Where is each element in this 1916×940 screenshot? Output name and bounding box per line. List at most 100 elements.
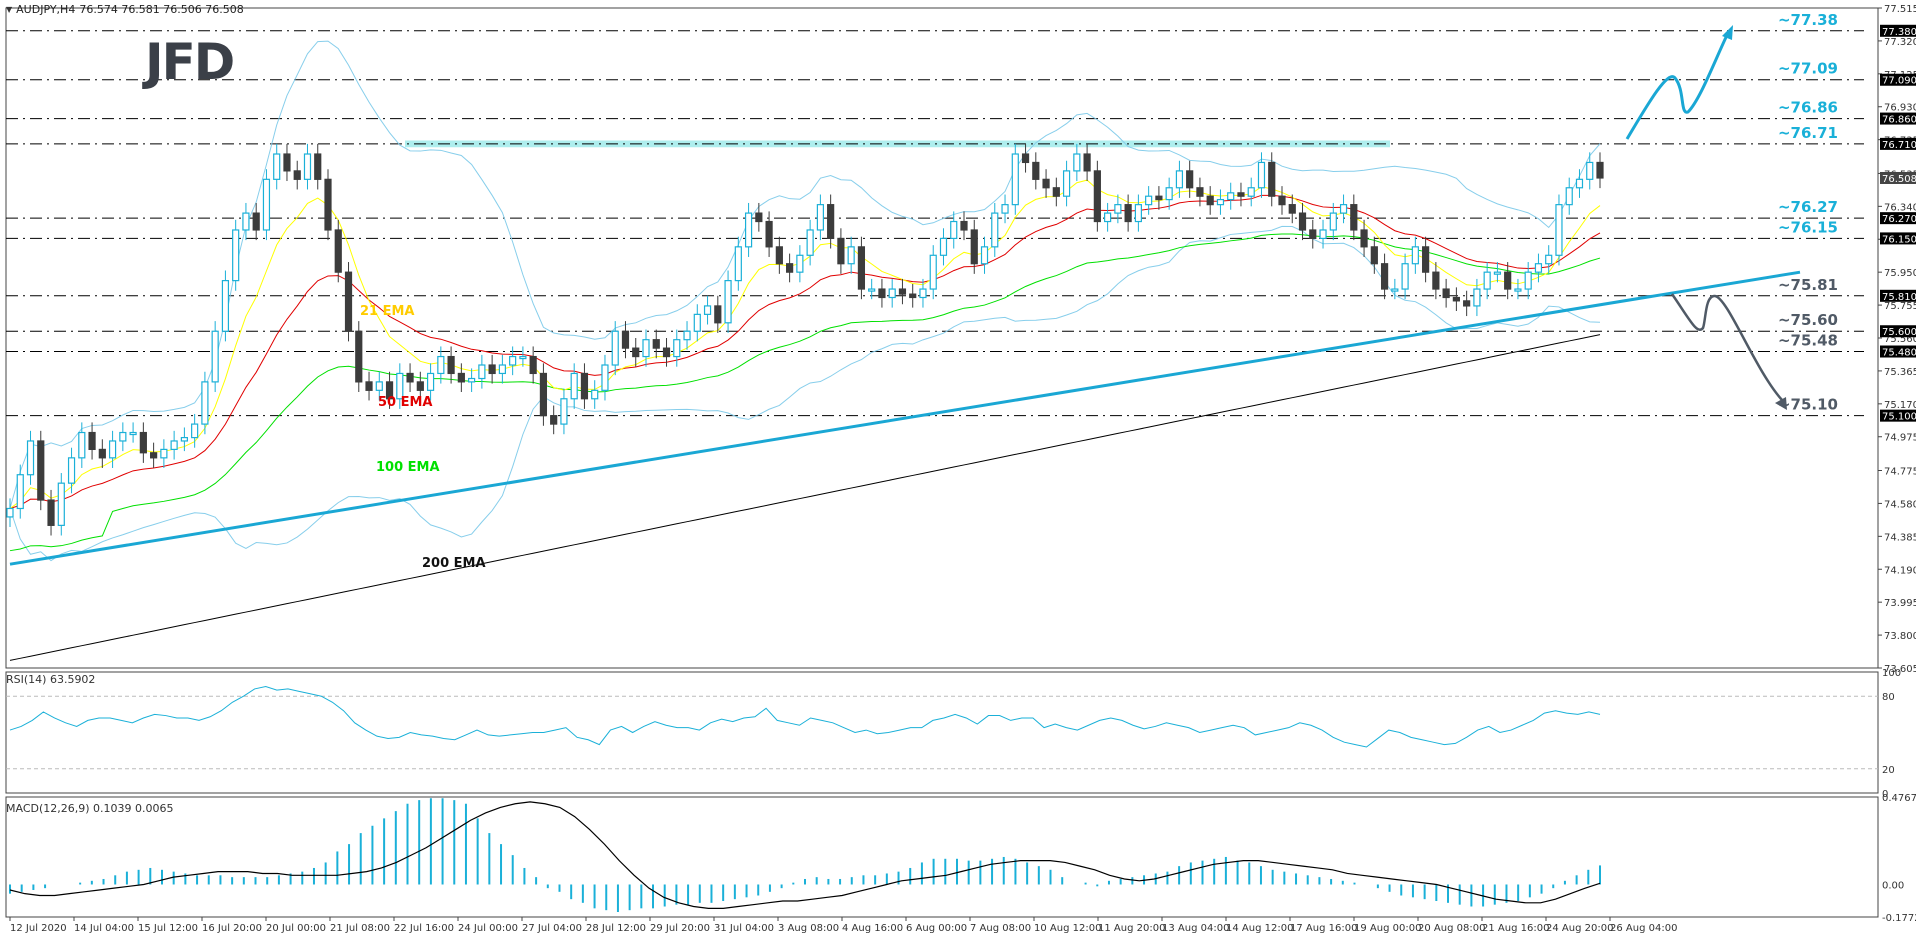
bullish-candle[interactable] [180,427,188,452]
bullish-candle[interactable] [1329,202,1337,241]
bullish-candle[interactable] [673,329,681,367]
bearish-candle[interactable] [355,321,363,393]
bearish-candle[interactable] [775,236,783,274]
bullish-candle[interactable] [816,194,824,241]
bearish-candle[interactable] [878,278,886,308]
bearish-candle[interactable] [344,262,353,342]
bearish-candle[interactable] [662,338,671,367]
bullish-candle[interactable] [1247,177,1255,207]
bearish-candle[interactable] [293,160,301,190]
bullish-candle[interactable] [991,202,999,257]
bearish-candle[interactable] [1504,262,1512,300]
chart-title-bar[interactable]: ▼ AUDJPY,H4 76.574 76.581 76.506 76.508 [6,3,244,16]
bearish-candle[interactable] [88,422,96,460]
bullish-candle[interactable] [57,473,65,536]
bullish-candle[interactable] [888,278,896,308]
bullish-candle[interactable] [1165,177,1173,210]
bullish-candle[interactable] [1216,189,1225,215]
bearish-candle[interactable] [909,283,917,308]
bearish-candle[interactable] [1360,219,1368,257]
bullish-candle[interactable] [273,143,281,190]
bearish-candle[interactable] [1083,143,1091,182]
bearish-candle[interactable] [37,430,45,511]
bullish-candle[interactable] [303,143,312,190]
bullish-candle[interactable] [939,228,948,266]
bullish-candle[interactable] [1411,236,1419,274]
bullish-candle[interactable] [1257,152,1266,198]
bearish-candle[interactable] [457,363,465,393]
bullish-candle[interactable] [498,354,506,384]
bullish-candle[interactable] [1473,278,1481,317]
bearish-candle[interactable] [139,422,147,463]
bearish-candle[interactable] [324,169,332,241]
bearish-candle[interactable] [416,371,424,401]
bearish-candle[interactable] [447,346,455,384]
bullish-candle[interactable] [919,278,927,308]
bearish-candle[interactable] [1309,219,1317,249]
bullish-candle[interactable] [1514,278,1522,300]
bullish-candle[interactable] [1524,262,1532,300]
bullish-candle[interactable] [1391,278,1399,300]
collapse-triangle-icon[interactable]: ▼ [6,5,13,14]
bearish-candle[interactable] [314,143,322,190]
bearish-candle[interactable] [1288,194,1296,224]
bullish-candle[interactable] [683,321,691,350]
bullish-candle[interactable] [591,380,599,409]
bearish-candle[interactable] [529,346,537,384]
bullish-candle[interactable] [1114,194,1122,224]
bearish-candle[interactable] [837,228,845,274]
bullish-candle[interactable] [734,236,742,291]
bearish-candle[interactable] [1237,182,1245,207]
bearish-candle[interactable] [1186,160,1194,198]
bullish-candle[interactable] [1145,186,1153,215]
bearish-candle[interactable] [385,371,394,409]
bullish-candle[interactable] [1175,160,1184,198]
bullish-candle[interactable] [426,363,435,401]
bullish-candle[interactable] [1575,169,1584,198]
bearish-candle[interactable] [1278,186,1286,215]
bearish-candle[interactable] [1298,202,1307,241]
bullish-candle[interactable] [1073,143,1081,182]
bullish-candle[interactable] [560,388,568,435]
bearish-candle[interactable] [1206,186,1214,215]
bullish-candle[interactable] [1565,177,1573,215]
bearish-candle[interactable] [580,363,589,409]
bullish-candle[interactable] [201,371,209,435]
bullish-candle[interactable] [396,363,404,409]
bearish-candle[interactable] [1021,143,1030,173]
bullish-candle[interactable] [980,236,989,274]
bullish-candle[interactable] [1319,219,1327,249]
bearish-candle[interactable] [1052,177,1060,207]
bullish-candle[interactable] [847,236,855,274]
bullish-candle[interactable] [1555,194,1563,266]
bearish-candle[interactable] [1442,278,1450,308]
bullish-candle[interactable] [16,464,24,519]
bullish-candle[interactable] [1011,143,1019,215]
bullish-candle[interactable] [1401,253,1409,300]
bullish-candle[interactable] [375,371,383,401]
bullish-candle[interactable] [211,321,219,393]
bearish-candle[interactable] [1032,152,1040,190]
bullish-candle[interactable] [519,346,527,367]
bearish-candle[interactable] [1268,152,1276,207]
bullish-candle[interactable] [478,354,486,389]
bullish-candle[interactable] [468,368,476,393]
bearish-candle[interactable] [1432,262,1440,300]
bullish-candle[interactable] [67,447,76,494]
bearish-candle[interactable] [786,253,794,283]
bullish-candle[interactable] [1483,262,1491,300]
bullish-candle[interactable] [1062,160,1071,207]
bullish-candle[interactable] [796,245,804,283]
bearish-candle[interactable] [857,236,866,300]
bullish-candle[interactable] [611,321,619,376]
bearish-candle[interactable] [1463,290,1471,317]
bullish-candle[interactable] [929,245,937,300]
bearish-candle[interactable] [765,211,773,257]
bearish-candle[interactable] [283,143,291,182]
bearish-candle[interactable] [1422,236,1430,283]
bearish-candle[interactable] [652,329,660,359]
bullish-candle[interactable] [1493,262,1502,283]
bearish-candle[interactable] [960,211,968,241]
bearish-candle[interactable] [1124,194,1132,232]
bearish-candle[interactable] [1350,194,1358,241]
